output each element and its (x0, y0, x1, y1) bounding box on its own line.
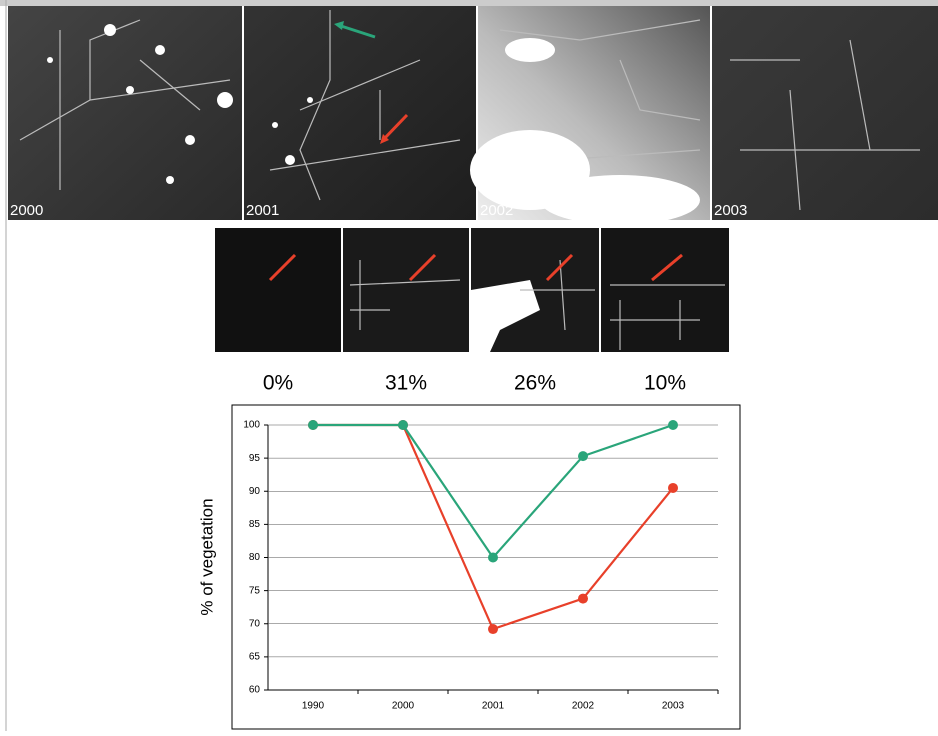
percentage-label: 0% (263, 372, 293, 395)
year-label: 2000 (10, 202, 43, 219)
y-tick-label: 100 (243, 420, 260, 431)
y-tick-label: 70 (249, 618, 261, 629)
image-2003 (712, 6, 938, 220)
data-point (488, 624, 498, 634)
y-tick-label: 80 (249, 552, 261, 563)
top-bar (0, 0, 938, 6)
x-tick-label: 2003 (662, 701, 685, 712)
data-point (488, 553, 498, 563)
image-2001 (244, 6, 476, 220)
x-tick-label: 2001 (482, 701, 505, 712)
data-point (398, 420, 408, 430)
y-tick-label: 85 (249, 519, 261, 530)
y-tick-label: 90 (249, 486, 261, 497)
data-point (578, 594, 588, 604)
data-point (668, 420, 678, 430)
data-point (578, 451, 588, 461)
y-tick-label: 60 (249, 685, 261, 696)
x-tick-label: 2002 (572, 701, 595, 712)
y-tick-label: 75 (249, 585, 261, 596)
year-label: 2002 (480, 202, 513, 219)
satellite-images (8, 6, 938, 225)
percentage-label: 31% (385, 372, 427, 395)
y-axis-label: % of vegetation (197, 498, 216, 615)
y-tick-label: 95 (249, 453, 261, 464)
chart-frame (232, 405, 740, 729)
detail-image (215, 228, 341, 352)
percentage-label: 26% (514, 372, 556, 395)
percentage-label: 10% (644, 372, 686, 395)
data-point (308, 420, 318, 430)
y-tick-label: 65 (249, 652, 261, 663)
year-label: 2003 (714, 202, 747, 219)
detail-image (343, 228, 469, 352)
figure: % of vegetation 2000 2001 2002 2003 0% 31% 26%… (0, 0, 938, 731)
image-2000 (8, 6, 242, 220)
x-tick-label: 2000 (392, 701, 415, 712)
x-tick-label: 1990 (302, 701, 325, 712)
data-point (668, 483, 678, 493)
detail-images (215, 228, 729, 352)
year-label: 2001 (246, 202, 279, 219)
